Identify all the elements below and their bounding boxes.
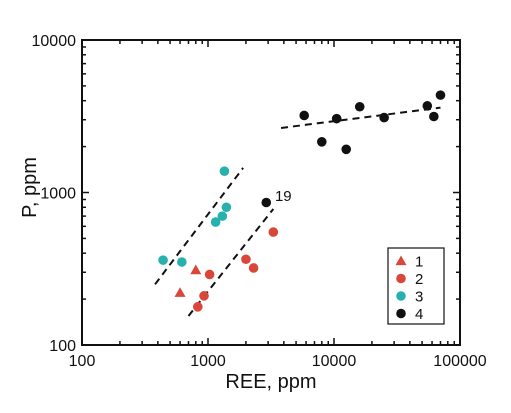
data-point-series-3 bbox=[158, 255, 168, 265]
data-point-series-3 bbox=[217, 211, 228, 221]
data-point-series-3 bbox=[221, 202, 232, 213]
legend-marker-2 bbox=[396, 273, 406, 284]
data-points bbox=[158, 90, 446, 312]
data-point-series-4 bbox=[331, 113, 342, 124]
data-point-series-4 bbox=[316, 137, 327, 147]
data-point-series-4 bbox=[354, 101, 365, 112]
data-point-series-4 bbox=[261, 197, 272, 208]
data-point-series-4 bbox=[341, 144, 352, 155]
legend-label: 3 bbox=[415, 289, 423, 306]
data-point-series-1 bbox=[174, 287, 186, 297]
data-point-series-4 bbox=[435, 90, 446, 100]
legend-marker-1 bbox=[395, 255, 407, 266]
legend-label: 1 bbox=[415, 254, 423, 271]
trend-line bbox=[187, 208, 275, 317]
x-tick-label: 1000 bbox=[190, 353, 226, 370]
legend-marker-4 bbox=[396, 308, 406, 319]
data-point-series-2 bbox=[199, 291, 209, 301]
data-point-series-3 bbox=[219, 166, 230, 176]
data-point-series-2 bbox=[268, 227, 279, 237]
x-tick-label: 10000 bbox=[312, 353, 357, 370]
y-axis-title: P, ppm bbox=[19, 157, 41, 218]
x-tick-label: 100 bbox=[69, 353, 96, 370]
data-point-series-1 bbox=[190, 264, 202, 275]
trend-line bbox=[154, 167, 244, 285]
x-axis-title: REE, ppm bbox=[225, 371, 316, 393]
y-tick-label: 100 bbox=[49, 338, 76, 355]
data-point-series-4 bbox=[299, 110, 309, 121]
data-point-series-4 bbox=[379, 112, 389, 123]
trend-line bbox=[280, 106, 441, 129]
annotations: 19 bbox=[275, 188, 292, 205]
data-point-series-4 bbox=[422, 101, 433, 111]
data-point-series-2 bbox=[204, 269, 215, 280]
y-tick-label: 10000 bbox=[32, 33, 77, 50]
point-annotation: 19 bbox=[275, 188, 292, 205]
data-point-series-2 bbox=[241, 254, 251, 265]
data-point-series-2 bbox=[193, 302, 203, 312]
data-point-series-3 bbox=[210, 217, 221, 227]
y-tick-label: 1000 bbox=[40, 186, 76, 203]
trend-lines bbox=[154, 106, 441, 317]
x-tick-label: 100000 bbox=[433, 353, 486, 370]
data-point-series-2 bbox=[248, 263, 259, 273]
data-point-series-3 bbox=[177, 257, 187, 267]
legend-marker-3 bbox=[396, 291, 406, 301]
data-point-series-4 bbox=[429, 111, 439, 122]
legend-label: 4 bbox=[415, 306, 423, 323]
legend-label: 2 bbox=[415, 271, 423, 288]
